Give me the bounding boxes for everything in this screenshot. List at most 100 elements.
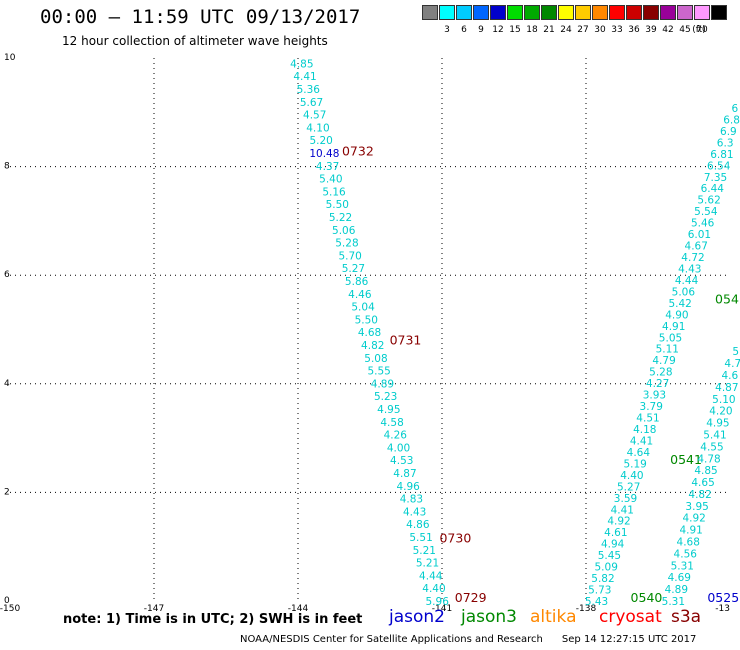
- pass-time-label: 0730: [439, 531, 471, 546]
- swh-value: 5.42: [668, 298, 691, 310]
- swh-value: 4.18: [633, 424, 656, 436]
- satellite-label-jason2: jason2: [389, 607, 445, 627]
- pass-time-label: 0540: [631, 590, 663, 605]
- pass-time-label: 0732: [342, 143, 374, 158]
- swh-value: 5.73: [588, 585, 611, 597]
- swh-value: 5.36: [297, 84, 321, 96]
- swh-value: 4.65: [691, 477, 714, 489]
- swh-value: 5.31: [671, 560, 694, 572]
- credit-line: NOAA/NESDIS Center for Satellite Applica…: [240, 634, 697, 645]
- swh-value: 5: [732, 346, 739, 358]
- legend-label: 33: [611, 25, 623, 35]
- axis-tick-labels: -150 -147 -144 -141 -138 -13 0 2 4 6 8 10: [0, 53, 730, 614]
- swh-value: 4.41: [293, 71, 316, 83]
- legend-label: 18: [526, 25, 538, 35]
- swh-value: 5.45: [598, 550, 621, 562]
- swh-value: 5.21: [413, 545, 436, 557]
- chart-title: 00:00 – 11:59 UTC 09/13/2017: [40, 6, 361, 28]
- swh-value: 6: [731, 103, 738, 115]
- swh-value: 4.40: [620, 470, 643, 482]
- swh-value: 5.06: [672, 286, 696, 298]
- swh-value: 5.31: [662, 596, 685, 608]
- swh-value: 4.41: [611, 504, 634, 516]
- legend-swatch: [643, 5, 659, 20]
- swh-value: 4.56: [674, 548, 698, 560]
- swh-value: 4.40: [422, 583, 445, 595]
- swh-value: 4.85: [694, 465, 717, 477]
- swh-value: 4.83: [400, 494, 423, 506]
- legend-label: 24: [560, 25, 572, 35]
- swh-value: 4.85: [290, 58, 313, 70]
- swh-value: 4.89: [371, 378, 394, 390]
- swh-value: 5.27: [617, 481, 640, 493]
- swh-value: 4.26: [384, 430, 408, 442]
- swh-value: 5.06: [332, 225, 356, 237]
- swh-value: 4.87: [393, 468, 416, 480]
- pass-time-label: 0731: [390, 332, 422, 347]
- swh-value: 4.41: [630, 435, 653, 447]
- swh-value: 5.50: [355, 314, 378, 326]
- satellite-label-jason3: jason3: [461, 607, 517, 627]
- swh-value: 4.44: [419, 570, 443, 582]
- legend-swatch: [711, 5, 727, 20]
- swh-value: 5.62: [697, 195, 720, 207]
- x-tick-label: -141: [432, 604, 452, 614]
- legend-label: 3: [444, 25, 450, 35]
- swh-value: 5.67: [300, 97, 323, 109]
- swh-value: 3.79: [640, 401, 663, 413]
- chart-subtitle: 12 hour collection of altimeter wave hei…: [62, 34, 328, 48]
- swh-value: 6.54: [707, 160, 731, 172]
- swh-value: 5.19: [623, 458, 646, 470]
- x-tick-label: -147: [144, 604, 164, 614]
- legend-label: 70: [696, 25, 708, 35]
- legend-unit-label: (ft): [692, 25, 706, 35]
- swh-value: 4.44: [675, 275, 699, 287]
- pass-time-label: 0541: [670, 452, 702, 467]
- swh-value: 4.55: [700, 441, 723, 453]
- swh-value: 4.7: [724, 358, 740, 370]
- swh-value: 4.67: [685, 241, 708, 253]
- swh-value: 4.61: [604, 527, 627, 539]
- swh-value: 4.43: [403, 506, 426, 518]
- swh-value: 5.28: [649, 367, 672, 379]
- legend-swatch: [473, 5, 489, 20]
- legend-label: 39: [645, 25, 657, 35]
- swh-value: 4.86: [406, 519, 430, 531]
- legend-label: 27: [577, 25, 589, 35]
- swh-value: 5.40: [319, 174, 342, 186]
- legend-label: 21: [543, 25, 555, 35]
- swh-value: 6.9: [720, 126, 737, 138]
- swh-value: 5.28: [335, 238, 358, 250]
- swh-value: 10.48: [309, 148, 339, 160]
- swh-value: 4.91: [679, 525, 702, 537]
- x-tick-label: -144: [288, 604, 309, 614]
- swh-value: 6.01: [688, 229, 711, 241]
- swh-value: 6.3: [717, 137, 734, 149]
- swh-value: 4.10: [306, 122, 329, 134]
- swh-value: 5.21: [416, 558, 439, 570]
- swh-value: 5.20: [309, 135, 332, 147]
- legend-swatch: [677, 5, 693, 20]
- swh-value: 4.95: [377, 404, 400, 416]
- swh-value: 4.79: [652, 355, 675, 367]
- y-tick-label: 8: [4, 162, 10, 172]
- swh-value: 4.64: [627, 447, 651, 459]
- swh-value: 4.92: [682, 513, 705, 525]
- swh-value: 5.86: [345, 276, 369, 288]
- swh-value: 4.68: [358, 327, 381, 339]
- swh-value: 5.82: [591, 573, 614, 585]
- swh-value: 5.09: [595, 562, 618, 574]
- pass-time-label: 0729: [455, 590, 487, 605]
- swh-value: 5.43: [585, 596, 608, 608]
- swh-value: 5.41: [703, 429, 726, 441]
- swh-value: 4.82: [361, 340, 384, 352]
- units-note: note: 1) Time is in UTC; 2) SWH is in fe…: [63, 612, 363, 627]
- legend-swatch: [575, 5, 591, 20]
- legend-swatch: [660, 5, 676, 20]
- swh-value: 5.51: [409, 532, 432, 544]
- swh-value: 4.46: [348, 289, 372, 301]
- swh-value: 6.81: [710, 149, 733, 161]
- swh-value: 5.27: [342, 263, 365, 275]
- satellite-label-s3a: s3a: [671, 607, 702, 627]
- y-tick-label: 6: [4, 270, 10, 280]
